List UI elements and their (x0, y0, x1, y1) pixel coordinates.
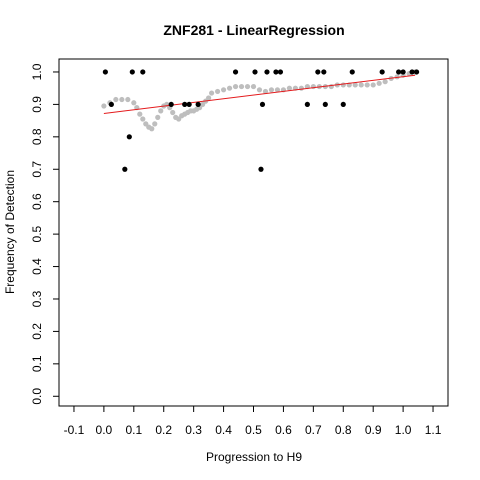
smoothed-point (206, 95, 212, 101)
x-axis: -0.1 0.0 0.1 0.2 0.3 0.4 0.5 0.6 0.7 0.8 0.9 1.0 1.1 (64, 406, 442, 437)
smoothed-point (286, 85, 293, 91)
x-tick-label: 0.2 (155, 423, 172, 437)
observed-point (108, 101, 114, 108)
observed-point (258, 166, 264, 172)
smoothed-point (328, 83, 334, 90)
observed-point (273, 69, 279, 75)
smoothed-point (298, 85, 304, 91)
smoothed-point (358, 82, 364, 88)
x-tick-label: -0.1 (64, 423, 85, 437)
observed-point (182, 101, 188, 108)
y-tick-label: 0.9 (30, 96, 44, 113)
regression-line (103, 74, 416, 114)
y-axis-label: Frequency of Detection (3, 170, 17, 294)
x-tick-label: 1.1 (425, 423, 442, 437)
observed-point (321, 69, 327, 75)
observed-point (186, 101, 192, 108)
observed-point (232, 69, 239, 75)
x-tick-label: 0.4 (215, 423, 232, 437)
smoothed-point (214, 88, 221, 95)
smoothed-point (158, 108, 164, 114)
smoothed-point (226, 85, 233, 91)
smoothed-point (382, 79, 388, 85)
observed-point (102, 69, 108, 75)
observed-point (252, 69, 258, 75)
observed-point (168, 101, 174, 108)
smoothed-point (232, 83, 239, 90)
y-tick-label: 0.5 (30, 225, 44, 242)
observed-point (304, 101, 310, 108)
smoothed-point (394, 74, 400, 80)
x-tick-label: 0.7 (305, 423, 322, 437)
y-tick-label: 0.2 (30, 323, 44, 340)
observed-point (129, 69, 135, 75)
y-tick-label: 0.7 (30, 161, 44, 178)
x-tick-label: 0.0 (96, 423, 113, 437)
smoothed-point (140, 116, 146, 122)
x-tick-label: 1.0 (395, 423, 412, 437)
observed-point (340, 101, 346, 108)
smoothed-point (238, 83, 245, 90)
regression-line-layer (103, 74, 416, 114)
y-tick-label: 1.0 (30, 63, 44, 80)
x-tick-label: 0.1 (125, 423, 142, 437)
observed-point (396, 69, 402, 75)
observed-point (195, 101, 201, 108)
smoothed-point (170, 109, 176, 116)
observed-point (126, 134, 132, 140)
smoothed-point (113, 96, 119, 103)
smoothed-point (340, 82, 346, 88)
smoothed-point (364, 82, 370, 88)
x-axis-label: Progression to H9 (206, 450, 302, 464)
smoothed-point (274, 87, 281, 93)
observed-point (122, 166, 128, 172)
x-tick-label: 0.8 (335, 423, 352, 437)
smoothed-point (125, 96, 131, 103)
x-tick-label: 0.9 (365, 423, 382, 437)
smoothed-point (149, 126, 155, 132)
y-tick-label: 0.3 (30, 290, 44, 307)
smoothed-point (376, 80, 382, 86)
observed-point (264, 69, 270, 75)
smoothed-point (244, 83, 251, 90)
observed-point (413, 69, 420, 75)
x-tick-label: 0.3 (185, 423, 202, 437)
observed-point (379, 69, 385, 75)
smoothed-point (262, 88, 269, 95)
smoothed-point (268, 87, 275, 93)
y-tick-label: 0.1 (30, 355, 44, 372)
observed-point (409, 69, 415, 75)
observed-point (400, 69, 406, 75)
y-tick-label: 0.4 (30, 258, 44, 275)
smoothed-point (250, 83, 257, 90)
x-tick-label: 0.6 (275, 423, 292, 437)
smoothed-point (131, 100, 137, 106)
smoothed-point (256, 87, 263, 93)
smoothed-point (209, 90, 215, 96)
smoothed-point (152, 121, 158, 127)
observed-point (259, 101, 266, 108)
observed-point (322, 101, 328, 108)
y-tick-label: 0.0 (30, 388, 44, 405)
observed-point (315, 69, 321, 75)
smoothed-point (220, 87, 227, 93)
smoothed-point (155, 114, 161, 120)
x-tick-label: 0.5 (245, 423, 262, 437)
observed-point (277, 69, 284, 75)
chart-title: ZNF281 - LinearRegression (163, 22, 344, 38)
observed-point (140, 69, 146, 75)
y-tick-label: 0.8 (30, 128, 44, 145)
smoothed-point (101, 103, 107, 109)
observed-point (349, 69, 355, 75)
observed-series (102, 69, 420, 172)
smoothed-point (352, 82, 358, 88)
y-axis: 0.0 0.1 0.2 0.3 0.4 0.5 0.6 0.7 0.8 0.9 1.0 (30, 63, 59, 405)
smoothed-point (370, 82, 376, 88)
y-tick-label: 0.6 (30, 193, 44, 210)
smoothed-point (119, 96, 125, 103)
smoothed-point (137, 111, 143, 117)
